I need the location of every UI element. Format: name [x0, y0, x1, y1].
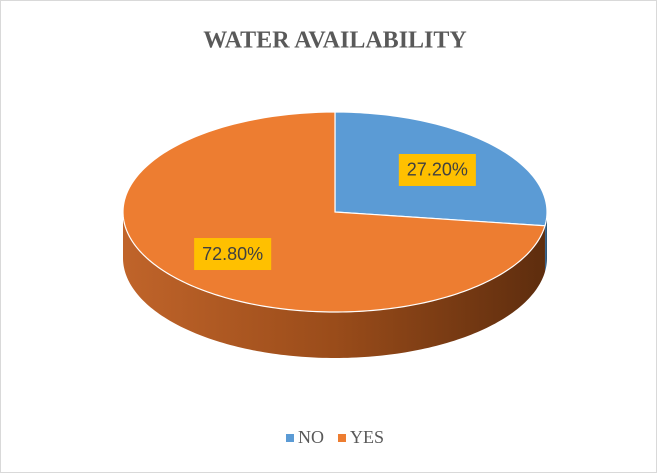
slice-side [544, 212, 547, 272]
legend-marker [337, 434, 346, 442]
data-label: 27.20% [398, 153, 476, 186]
data-label-text: 72.80% [202, 244, 263, 264]
legend-label: YES [350, 427, 384, 447]
slice-side [123, 212, 545, 358]
data-label-text: 27.20% [407, 160, 468, 180]
legend-label: NO [298, 427, 324, 447]
data-label: 72.80% [194, 238, 272, 271]
chart-title: WATER AVAILABILITY [203, 28, 466, 54]
data-label-box [398, 153, 476, 186]
legend-marker [285, 434, 294, 442]
data-label-box [194, 238, 272, 271]
